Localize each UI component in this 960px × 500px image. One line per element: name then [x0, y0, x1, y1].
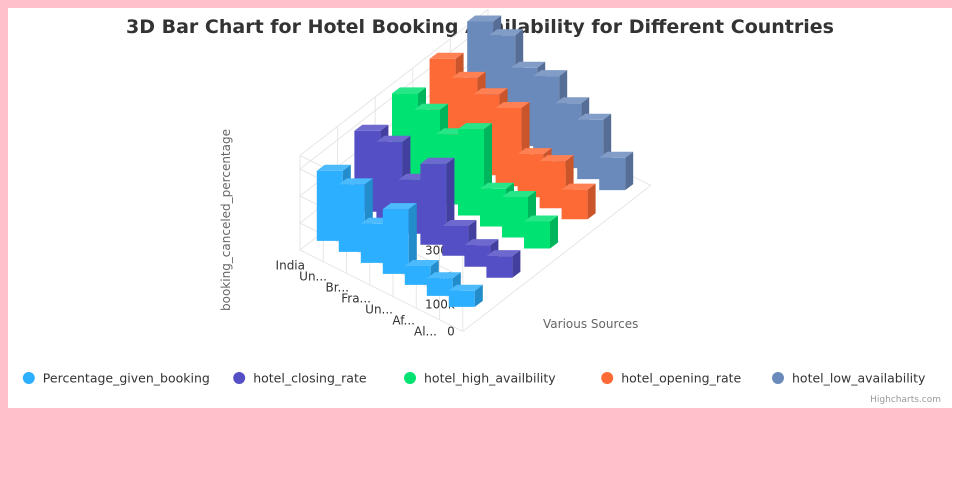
- bar: [448, 284, 483, 307]
- category-tick-label: Fra...: [341, 292, 371, 306]
- legend-label: hotel_opening_rate: [621, 371, 741, 386]
- category-tick-label: Un...: [365, 303, 393, 317]
- x-axis-ticks: IndiaUn...Br...Fra...Un...Af...Al...: [276, 259, 437, 339]
- legend-marker: [772, 372, 784, 384]
- bar: [382, 203, 417, 274]
- bar: [426, 272, 461, 296]
- bar: [561, 183, 596, 220]
- legend-label: Percentage_given_booking: [43, 371, 210, 386]
- category-tick-label: India: [276, 259, 305, 273]
- legend-item[interactable]: hotel_high_availbility: [404, 371, 556, 386]
- bar: [486, 250, 521, 278]
- legend-item[interactable]: hotel_opening_rate: [601, 371, 742, 386]
- y-tick-label: 0: [447, 324, 455, 338]
- chart-svg: 3D Bar Chart for Hotel Booking Availabil…: [22, 9, 941, 405]
- legend-marker: [601, 372, 614, 384]
- category-tick-label: Br...: [325, 281, 349, 295]
- legend-item[interactable]: hotel_low_availability: [772, 371, 926, 386]
- bar: [577, 113, 612, 180]
- bar: [442, 220, 477, 256]
- legend-item[interactable]: Percentage_given_booking: [22, 371, 210, 386]
- y-axis-title: booking_canceled_percentage: [219, 129, 233, 311]
- legend-marker: [22, 372, 35, 384]
- chart-container: 3D Bar Chart for Hotel Booking Availabil…: [8, 8, 952, 408]
- y-tick-label: 100k: [425, 297, 455, 311]
- category-tick-label: Un...: [299, 270, 327, 284]
- credits: Highcharts.com: [870, 395, 941, 405]
- legend-marker: [233, 372, 246, 384]
- legend-marker: [404, 372, 416, 384]
- bar: [524, 215, 558, 249]
- legend-label: hotel_low_availability: [792, 371, 926, 386]
- legend-label: hotel_closing_rate: [253, 371, 367, 386]
- legend-item[interactable]: hotel_closing_rate: [233, 371, 367, 386]
- category-tick-label: Af...: [392, 314, 415, 328]
- bars: [316, 15, 634, 307]
- z-axis-title: Various Sources: [543, 317, 638, 331]
- category-tick-label: Al...: [414, 325, 437, 339]
- legend-label: hotel_high_availbility: [424, 371, 556, 386]
- bar: [599, 151, 634, 191]
- legend: Percentage_given_booking hotel_closing_ra…: [22, 371, 926, 386]
